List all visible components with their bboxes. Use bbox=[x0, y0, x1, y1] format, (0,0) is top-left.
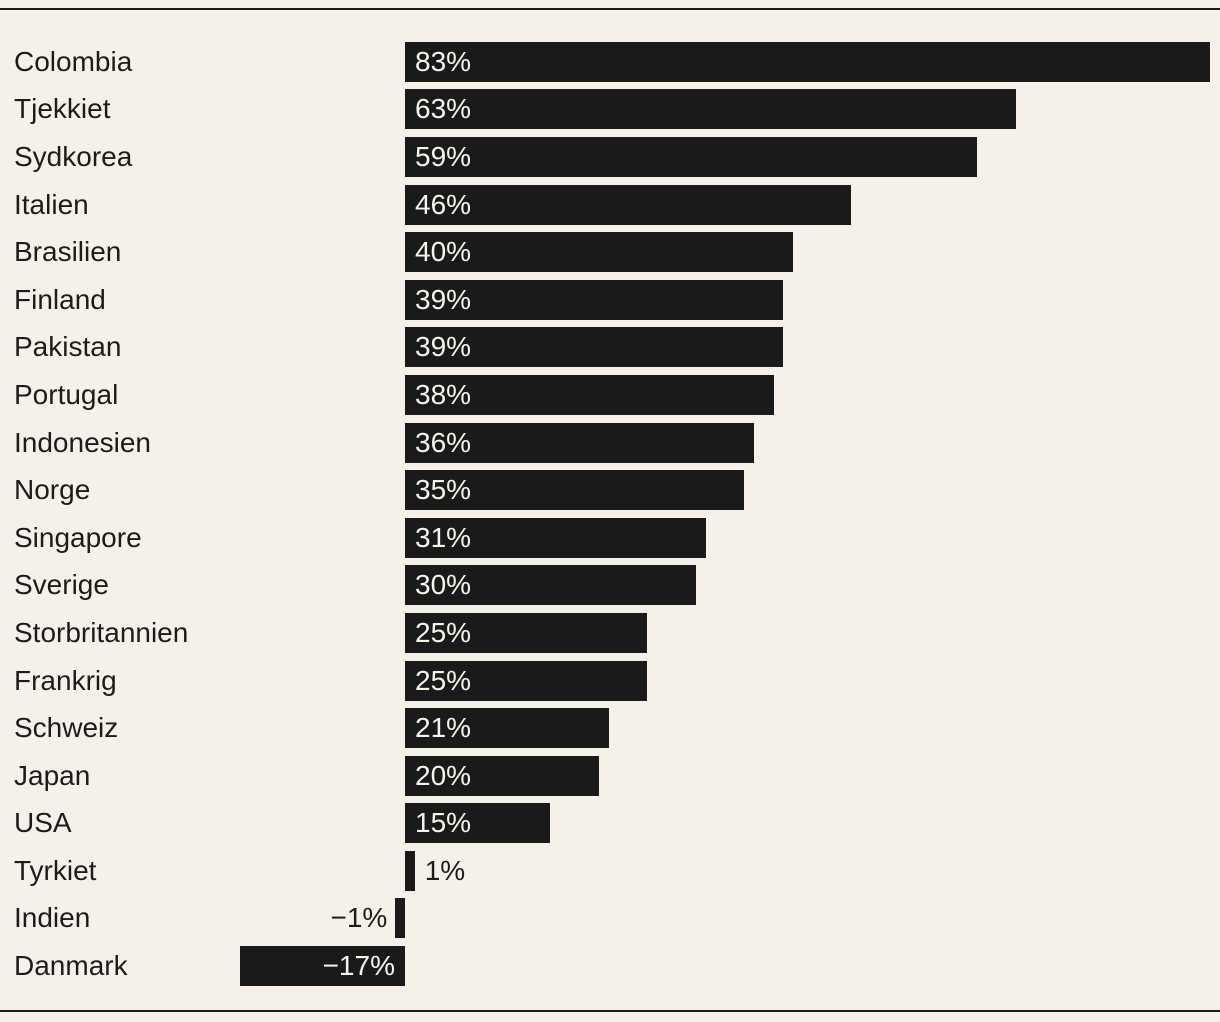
bar: 39% bbox=[405, 327, 784, 368]
country-label: Brasilien bbox=[14, 236, 122, 268]
chart-row: Italien 46% bbox=[0, 181, 1220, 229]
chart-row: Singapore 31% bbox=[0, 514, 1220, 562]
bar: 21% bbox=[405, 708, 609, 749]
value-label: 25% bbox=[415, 664, 472, 696]
country-label: Finland bbox=[14, 283, 106, 315]
value-label: 15% bbox=[415, 807, 472, 839]
bar: −17% bbox=[240, 946, 405, 987]
value-label: 36% bbox=[415, 426, 472, 458]
value-label: 38% bbox=[415, 378, 472, 410]
chart-row: Finland 39% bbox=[0, 276, 1220, 324]
bar: 59% bbox=[405, 136, 978, 177]
bar: 25% bbox=[405, 660, 648, 701]
bar: 30% bbox=[405, 565, 696, 606]
bottom-rule bbox=[0, 1010, 1220, 1012]
country-label: Japan bbox=[14, 759, 91, 791]
bar: 35% bbox=[405, 470, 745, 511]
value-label: 46% bbox=[415, 188, 472, 220]
bar: 38% bbox=[405, 374, 774, 415]
bar: 83% bbox=[405, 41, 1210, 82]
bar bbox=[395, 898, 405, 939]
country-label: Colombia bbox=[14, 45, 133, 77]
value-label: 59% bbox=[415, 140, 472, 172]
value-label: −1% bbox=[330, 902, 388, 934]
country-label: Storbritannien bbox=[14, 616, 189, 648]
chart-row: Pakistan 39% bbox=[0, 324, 1220, 372]
chart-row: Japan 20% bbox=[0, 752, 1220, 800]
country-label: Sydkorea bbox=[14, 140, 133, 172]
chart-row: Sverige 30% bbox=[0, 562, 1220, 610]
country-label: Norge bbox=[14, 474, 91, 506]
bar: 63% bbox=[405, 89, 1017, 130]
country-label: Singapore bbox=[14, 521, 142, 553]
value-label: 21% bbox=[415, 712, 472, 744]
value-label: −17% bbox=[322, 950, 395, 982]
bar: 25% bbox=[405, 612, 648, 653]
chart-row: Tjekkiet 63% bbox=[0, 86, 1220, 134]
chart-row: Frankrig 25% bbox=[0, 657, 1220, 705]
country-label: Italien bbox=[14, 188, 89, 220]
chart-row: Colombia 83% bbox=[0, 38, 1220, 86]
country-label: Tjekkiet bbox=[14, 93, 111, 125]
bar: 40% bbox=[405, 232, 793, 273]
value-label: 1% bbox=[424, 854, 466, 886]
chart-row: USA 15% bbox=[0, 800, 1220, 848]
value-label: 83% bbox=[415, 45, 472, 77]
bar: 36% bbox=[405, 422, 755, 463]
bar: 15% bbox=[405, 803, 551, 844]
country-label: USA bbox=[14, 807, 72, 839]
country-label: Sverige bbox=[14, 569, 109, 601]
chart-row: Indonesien 36% bbox=[0, 419, 1220, 467]
value-label: 39% bbox=[415, 283, 472, 315]
value-label: 20% bbox=[415, 759, 472, 791]
bar: 20% bbox=[405, 755, 599, 796]
chart-row: Tyrkiet 1% bbox=[0, 847, 1220, 895]
value-label: 63% bbox=[415, 93, 472, 125]
bar: 39% bbox=[405, 279, 784, 320]
value-label: 25% bbox=[415, 616, 472, 648]
chart-row: Norge 35% bbox=[0, 466, 1220, 514]
bar: 46% bbox=[405, 184, 852, 225]
value-label: 39% bbox=[415, 331, 472, 363]
chart-row: Indien −1% bbox=[0, 895, 1220, 943]
country-label: Pakistan bbox=[14, 331, 122, 363]
chart-row: Sydkorea 59% bbox=[0, 133, 1220, 181]
value-label: 40% bbox=[415, 236, 472, 268]
country-label: Portugal bbox=[14, 378, 119, 410]
country-label: Schweiz bbox=[14, 712, 119, 744]
country-label: Danmark bbox=[14, 950, 128, 982]
chart-row: Brasilien 40% bbox=[0, 228, 1220, 276]
top-rule bbox=[0, 8, 1220, 10]
chart-row: Portugal 38% bbox=[0, 371, 1220, 419]
chart-row: Danmark −17% bbox=[0, 942, 1220, 990]
bar bbox=[405, 850, 415, 891]
chart-row: Schweiz 21% bbox=[0, 704, 1220, 752]
country-label: Indonesien bbox=[14, 426, 152, 458]
value-label: 31% bbox=[415, 521, 472, 553]
value-label: 30% bbox=[415, 569, 472, 601]
country-label: Indien bbox=[14, 902, 91, 934]
value-label: 35% bbox=[415, 474, 472, 506]
bar-chart: Colombia 83% Tjekkiet 63% Sydkorea 59% Italien… bbox=[0, 38, 1220, 990]
chart-row: Storbritannien 25% bbox=[0, 609, 1220, 657]
country-label: Tyrkiet bbox=[14, 854, 97, 886]
country-label: Frankrig bbox=[14, 664, 117, 696]
bar: 31% bbox=[405, 517, 706, 558]
